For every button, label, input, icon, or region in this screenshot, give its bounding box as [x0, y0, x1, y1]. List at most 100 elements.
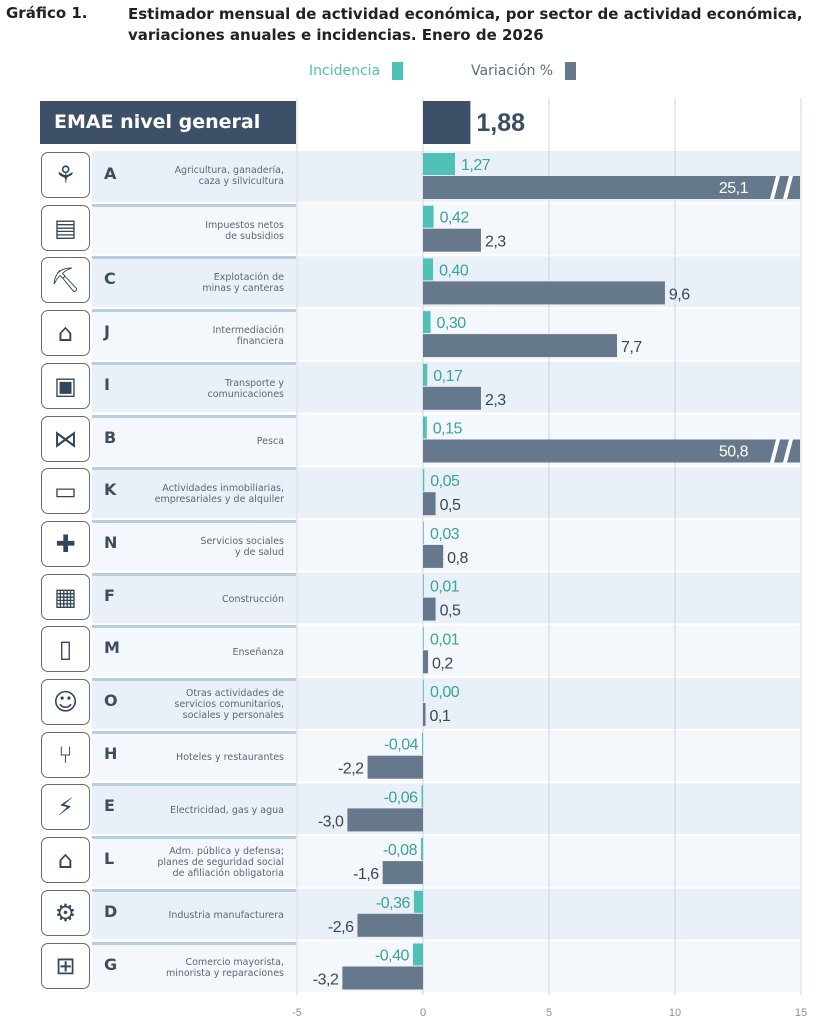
x-tick-label: 0 [420, 1007, 426, 1019]
sector-label-area: Hoteles y restaurantes [92, 730, 296, 782]
incidencia-value-label: 0,01 [430, 631, 460, 648]
theater-masks-ball-icon: ☺ [41, 679, 90, 725]
general-bar [423, 101, 471, 144]
incidencia-value-label: 0,01 [430, 579, 460, 596]
axis-break-mark [770, 176, 780, 199]
sector-name: Agricultura, ganadería, caza y silvicult… [174, 165, 284, 188]
incidencia-bar [423, 205, 434, 228]
sector-name: Pesca [256, 435, 284, 447]
sector-code: L [104, 849, 115, 869]
sector-name: Electricidad, gas y agua [170, 804, 284, 816]
incidencia-value-label: 0,03 [430, 526, 460, 543]
variacion-bar [423, 386, 481, 410]
variacion-value-label: 0,8 [447, 550, 468, 567]
sector-label-area: Enseñanza [92, 625, 296, 676]
variacion-value-label: 9,6 [669, 286, 690, 303]
variacion-bar [347, 808, 423, 832]
axis-break-mark [770, 439, 780, 463]
incidencia-bar [413, 890, 423, 913]
sector-name: Actividades inmobiliarias, empresariales… [154, 483, 284, 506]
legend-incidencia: Incidencia [309, 62, 404, 80]
x-tick-label: 15 [795, 1007, 807, 1019]
monitor-key-icon: ▭ [41, 468, 90, 515]
sector-label-area: Transporte y comunicaciones [92, 361, 296, 413]
incidencia-value-label: 0,17 [433, 368, 463, 385]
general-label: EMAE nivel general [40, 101, 296, 144]
variacion-value-label: -3,2 [313, 972, 339, 989]
sector-code: K [104, 480, 117, 500]
sector-code: D [104, 901, 118, 921]
incidencia-bar [423, 574, 424, 597]
variacion-bar [423, 492, 436, 516]
sector-name: Transporte y comunicaciones [207, 377, 284, 400]
incidencia-value-label: 0,00 [430, 684, 460, 701]
variacion-value-label: -3,0 [318, 813, 344, 830]
sector-label-area: Otras actividades de servicios comunitar… [92, 678, 296, 729]
variacion-value-label: 25,1 [719, 180, 749, 197]
incidencia-bar [421, 732, 423, 755]
legend-variacion-label: Variación % [471, 63, 554, 79]
sector-name: Explotación de minas y canteras [202, 272, 284, 295]
chart-title: Estimador mensual de actividad económica… [128, 5, 803, 44]
variacion-value-label: 2,3 [485, 234, 506, 251]
variacion-value-label: -2,2 [338, 761, 364, 778]
variacion-bar [367, 755, 423, 779]
x-tick-label: 5 [546, 1007, 552, 1019]
figure-number: Gráfico 1. [6, 4, 88, 22]
sector-name: Industria manufacturera [168, 910, 284, 922]
incidencia-value-label: -0,40 [375, 948, 410, 965]
sector-name: Intermediación financiera [212, 324, 284, 347]
incidencia-bar [423, 153, 456, 175]
sector-name: Construcción [222, 593, 284, 605]
gears-icon: ⚙ [41, 889, 90, 936]
incidencia-value-label: -0,08 [383, 842, 418, 859]
axis-break-mark [783, 439, 793, 463]
incidencia-value-label: -0,36 [376, 895, 411, 912]
sector-code: F [104, 585, 115, 605]
sector-code: G [104, 954, 118, 974]
variacion-value-label: 7,7 [621, 339, 642, 356]
sector-name: Servicios sociales y de salud [200, 535, 284, 558]
legend-variacion-swatch [565, 62, 577, 80]
incidencia-value-label: 0,42 [440, 210, 470, 227]
variacion-bar [423, 439, 800, 463]
incidencia-value-label: 0,05 [430, 473, 460, 490]
legend-variacion: Variación % [471, 62, 577, 80]
variacion-value-label: 0,1 [430, 708, 451, 725]
sector-code: A [104, 164, 117, 183]
sector-label-area: Construcción [92, 572, 296, 624]
variacion-value-label: 2,3 [485, 392, 506, 409]
variacion-bar [423, 281, 665, 305]
incidencia-value-label: 0,40 [439, 262, 469, 279]
sector-code: J [104, 322, 110, 342]
sector-name: Comercio mayorista, minorista y reparaci… [165, 957, 284, 980]
variacion-bar [342, 966, 423, 990]
incidencia-value-label: 0,30 [437, 315, 467, 332]
incidencia-bar [421, 785, 423, 808]
axis-break-mark [783, 176, 793, 199]
incidencia-bar [423, 363, 428, 386]
variacion-value-label: 0,2 [432, 655, 453, 672]
incidencia-bar [423, 521, 424, 544]
general-value-label: 1,88 [476, 109, 525, 137]
tax-document-coins-icon: ▤ [41, 204, 90, 251]
incidencia-bar [423, 627, 424, 650]
sector-label-area: Impuestos netos de subsidios [92, 203, 296, 255]
sector-name: Otras actividades de servicios comunitar… [174, 688, 284, 722]
sector-code: C [104, 269, 116, 289]
sector-code: H [104, 743, 118, 763]
variacion-bar [423, 334, 618, 358]
incidencia-value-label: -0,06 [384, 789, 419, 806]
sector-label-area: Pesca [92, 414, 296, 466]
health-cross-icon: ✚ [41, 520, 90, 567]
sector-name: Enseñanza [232, 646, 285, 658]
incidencia-bar [412, 943, 423, 966]
sector-label-area: Comercio mayorista, minorista y reparaci… [92, 941, 296, 993]
variacion-bar [423, 544, 444, 568]
sector-code: I [104, 374, 110, 394]
incidencia-value-label: 0,15 [433, 421, 463, 438]
incidencia-bar [423, 258, 434, 281]
bus-phone-icon: ▣ [41, 362, 90, 409]
sector-label-area: Industria manufacturera [92, 888, 296, 940]
